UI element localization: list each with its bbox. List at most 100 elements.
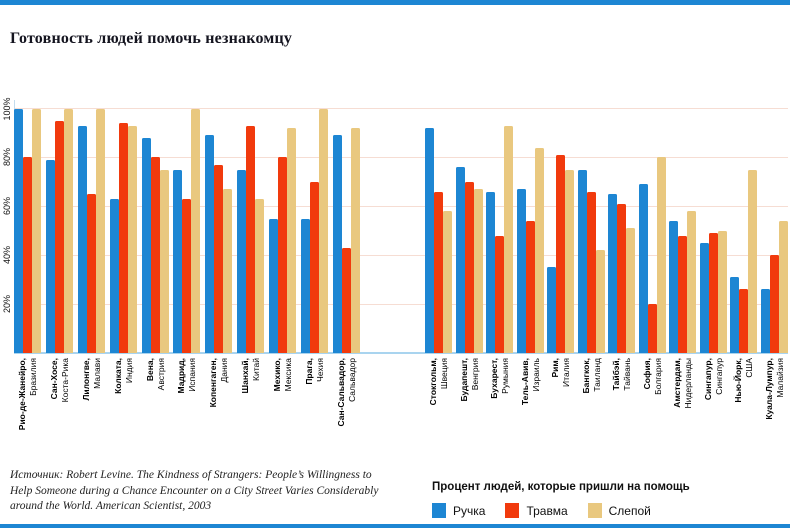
bar-Слепой [287, 128, 297, 353]
legend: Процент людей, которые пришли на помощь … [432, 481, 782, 518]
x-label: Тель-Авив, Израиль [520, 358, 541, 450]
bar-cluster-right [425, 103, 788, 353]
city-name: Шанхай, [239, 358, 250, 394]
country-name: Сингапур [713, 358, 723, 395]
city-bar-group [77, 103, 105, 353]
bar-Слепой [473, 189, 483, 353]
country-name: Таиланд [591, 358, 601, 392]
bar-Слепой [191, 108, 201, 353]
x-label: Сан-Хосе, Коста-Рика [49, 358, 70, 450]
x-label: Тайбэй, Тайвань [611, 358, 632, 450]
bar-Слепой [63, 108, 73, 353]
bar-Травма [769, 255, 779, 353]
bar-Слепой [626, 228, 636, 353]
x-label: Амстердам, Нидерланды [672, 358, 693, 450]
bar-Ручка [205, 135, 215, 353]
city-name: Бухарест, [488, 358, 499, 399]
bar-Слепой [223, 189, 233, 353]
city-bar-group [577, 103, 605, 353]
x-label: София, Болгария [642, 358, 663, 450]
city-bar-group [205, 103, 233, 353]
bar-Травма [678, 235, 688, 353]
page-title: Готовность людей помочь незнакомцу [10, 30, 293, 47]
x-label: Лилонгве, Малави [81, 358, 102, 450]
city-name: Мехико, [271, 358, 282, 392]
bar-Слепой [443, 211, 452, 353]
bar-Ручка [269, 218, 279, 353]
city-bar-group [237, 103, 265, 353]
city-name: Вена, [144, 358, 155, 382]
x-label: Шанхай, Китай [240, 358, 261, 450]
bar-Травма [708, 233, 718, 353]
bar-Травма [434, 191, 443, 353]
bar-Ручка [669, 220, 679, 353]
city-name: Мадрид, [175, 358, 186, 394]
bar-Травма [86, 194, 96, 353]
x-axis-line [14, 352, 788, 354]
legend-item: Травма [505, 503, 568, 518]
city-name: Копенгаген, [207, 358, 218, 408]
legend-items: Ручка Травма Слепой [432, 503, 782, 518]
city-bar-group [730, 103, 758, 353]
city-bar-group [14, 103, 41, 353]
legend-item: Слепой [587, 503, 651, 518]
y-tick-label: 60% [2, 197, 12, 216]
bar-Ручка [577, 169, 587, 353]
x-label: Сингапур, Сингапур [703, 358, 724, 450]
bar-Слепой [534, 147, 544, 353]
bar-Слепой [687, 211, 697, 353]
bar-Травма [23, 157, 32, 353]
bar-Ручка [455, 167, 465, 353]
x-label: Бангкок, Таиланд [581, 358, 602, 450]
city-bar-group [547, 103, 575, 353]
country-name: Венгрия [469, 358, 479, 391]
bar-Слепой [127, 125, 137, 353]
bar-Травма [278, 157, 288, 353]
legend-label: Ручка [453, 503, 486, 518]
city-name: Бангкок, [580, 358, 591, 394]
bar-Слепой [95, 108, 105, 353]
country-name: Сальвадор [346, 358, 356, 402]
city-name: Сан-Сальвадор, [335, 358, 346, 427]
country-name: Малайзия [774, 358, 784, 398]
legend-label: Слепой [608, 503, 651, 518]
bar-Слепой [504, 125, 514, 353]
y-tick-label: 80% [2, 148, 12, 167]
x-label: Мадрид, Испания [176, 358, 197, 450]
bar-Слепой [350, 128, 360, 353]
bar-Травма [647, 304, 657, 353]
country-name: США [743, 358, 753, 378]
city-bar-group [455, 103, 483, 353]
country-name: Индия [123, 358, 133, 384]
x-label: Рио-де-Жанейро, Бразилия [17, 358, 38, 450]
y-tick-label: 100% [2, 96, 12, 121]
city-name: Лилонгве, [80, 358, 91, 401]
country-name: Тайвань [621, 358, 631, 391]
x-label: Колката, Индия [113, 358, 134, 450]
legend-swatch [432, 503, 446, 518]
x-label: Прага, Чехия [304, 358, 325, 450]
bar-Ручка [237, 169, 247, 353]
bar-Ручка [45, 159, 55, 353]
bar-Ручка [760, 289, 770, 353]
legend-label: Травма [526, 503, 568, 518]
city-name: Колката, [112, 358, 123, 394]
x-label: Вена, Австрия [145, 358, 166, 450]
country-name: Бразилия [27, 358, 37, 396]
city-bar-group [269, 103, 297, 353]
bar-Травма [341, 247, 351, 353]
bar-Ручка [425, 128, 434, 353]
city-name: Куала-Лумпур, [763, 358, 774, 420]
x-label: Сан-Сальвадор, Сальвадор [336, 358, 357, 450]
bar-Ручка [608, 194, 618, 353]
country-name: Коста-Рика [59, 358, 69, 403]
city-name: Тель-Авив, [519, 358, 530, 406]
legend-item: Ручка [432, 503, 485, 518]
top-border [0, 0, 790, 5]
x-label: Стокгольм, Швеция [428, 358, 449, 450]
bar-Травма [310, 181, 320, 353]
city-name: Сан-Хосе, [48, 358, 59, 400]
bar-Травма [617, 203, 627, 353]
